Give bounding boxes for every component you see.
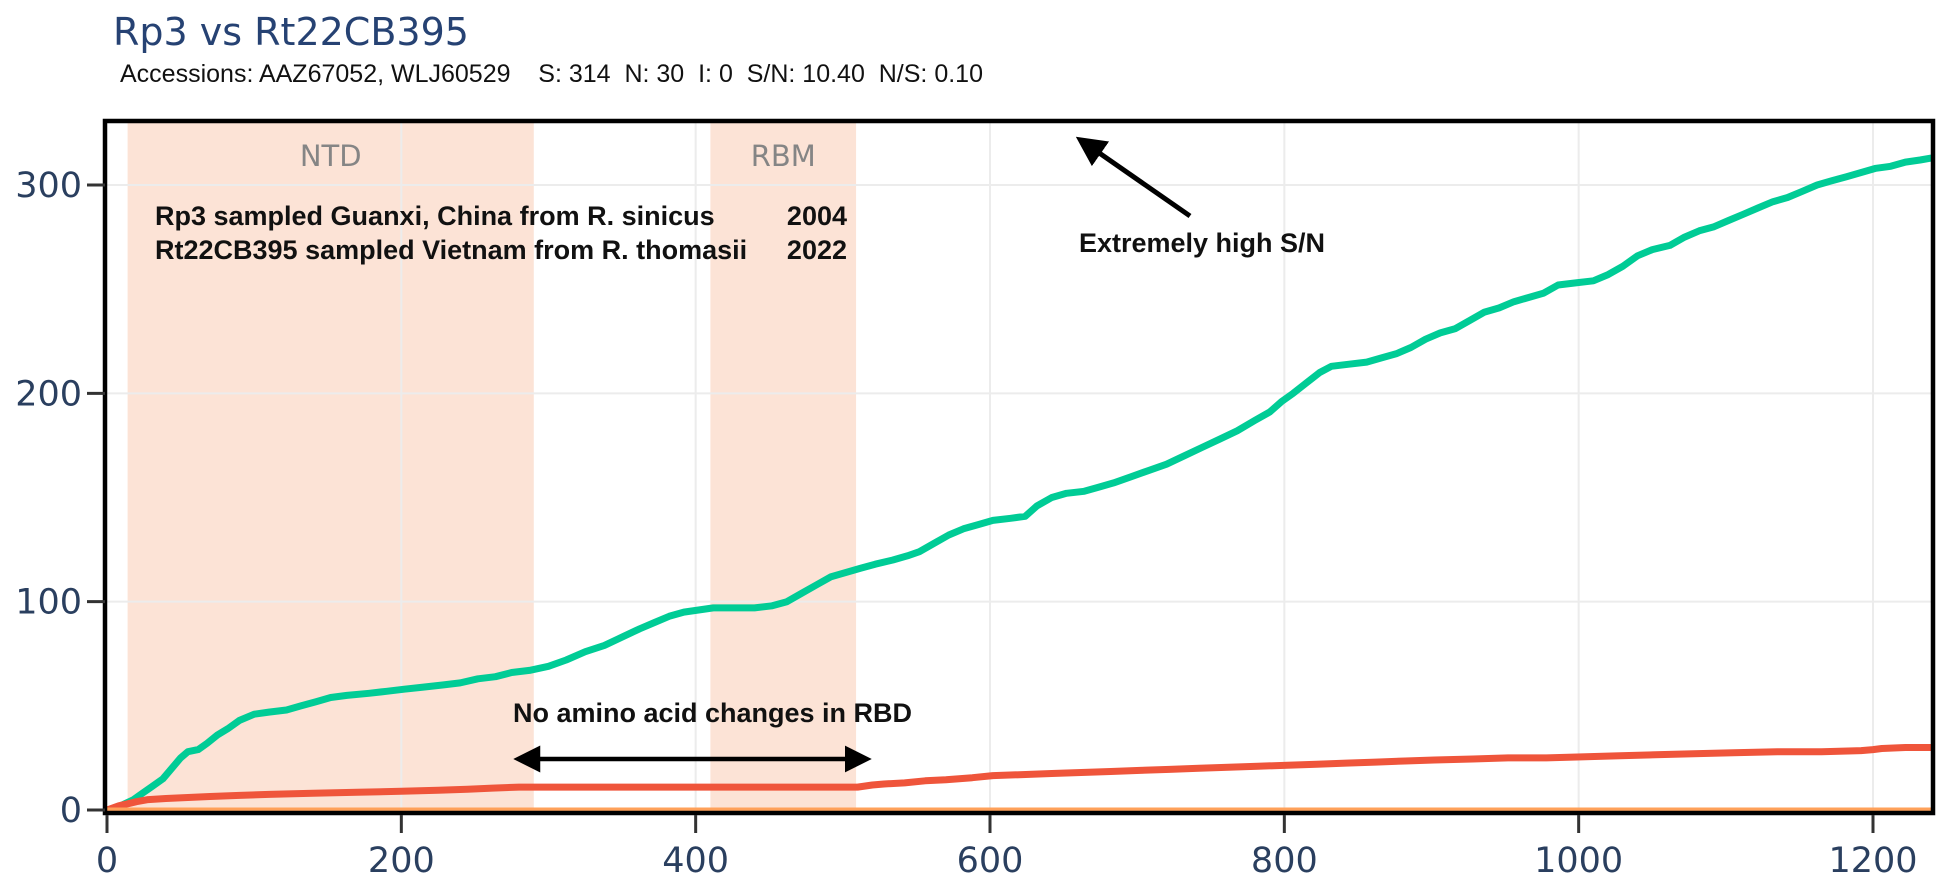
- y-tick-label: 300: [15, 166, 82, 206]
- sample-info-annotation: Rp3 sampled Guanxi, China from R. sinicu…: [155, 199, 847, 267]
- domain-region-rbm: [710, 123, 857, 811]
- x-tick-label: 800: [1251, 841, 1318, 881]
- x-tick-label: 400: [662, 841, 729, 881]
- y-tick-label: 200: [15, 374, 82, 414]
- info-line2-year: 2022: [786, 235, 847, 265]
- region-label-ntd: NTD: [300, 139, 362, 173]
- info-line2-text: Rt22CB395 sampled Vietnam from R. thomas…: [155, 235, 748, 265]
- high-sn-arrow: [1075, 136, 1192, 219]
- x-tick-label: 600: [957, 841, 1024, 881]
- info-line1-text: Rp3 sampled Guanxi, China from R. sinicu…: [155, 201, 715, 231]
- plot-border: [102, 118, 1936, 816]
- series-line-s: [105, 154, 1933, 813]
- region-label-rbm: RBM: [751, 139, 816, 173]
- info-line2: Rt22CB395 sampled Vietnam from R. thomas…: [155, 233, 847, 267]
- series-group: [105, 154, 1933, 813]
- x-tick-label: 1000: [1534, 841, 1623, 881]
- rbd-annotation: No amino acid changes in RBD: [512, 698, 913, 728]
- high-sn-annotation: Extremely high S/N: [1078, 228, 1326, 258]
- y-tick-label: 0: [60, 791, 82, 831]
- x-tick-label: 1200: [1828, 841, 1917, 881]
- info-line1: Rp3 sampled Guanxi, China from R. sinicu…: [155, 199, 847, 233]
- y-tick-label: 100: [15, 583, 82, 623]
- x-tick-label: 200: [368, 841, 435, 881]
- page-title: Rp3 vs Rt22CB395: [113, 10, 469, 54]
- x-tick-label: 0: [96, 841, 118, 881]
- chart-subtitle: Accessions: AAZ67052, WLJ60529 S: 314 N:…: [120, 60, 983, 88]
- series-line-n: [105, 744, 1933, 813]
- info-line1-year: 2004: [786, 201, 847, 231]
